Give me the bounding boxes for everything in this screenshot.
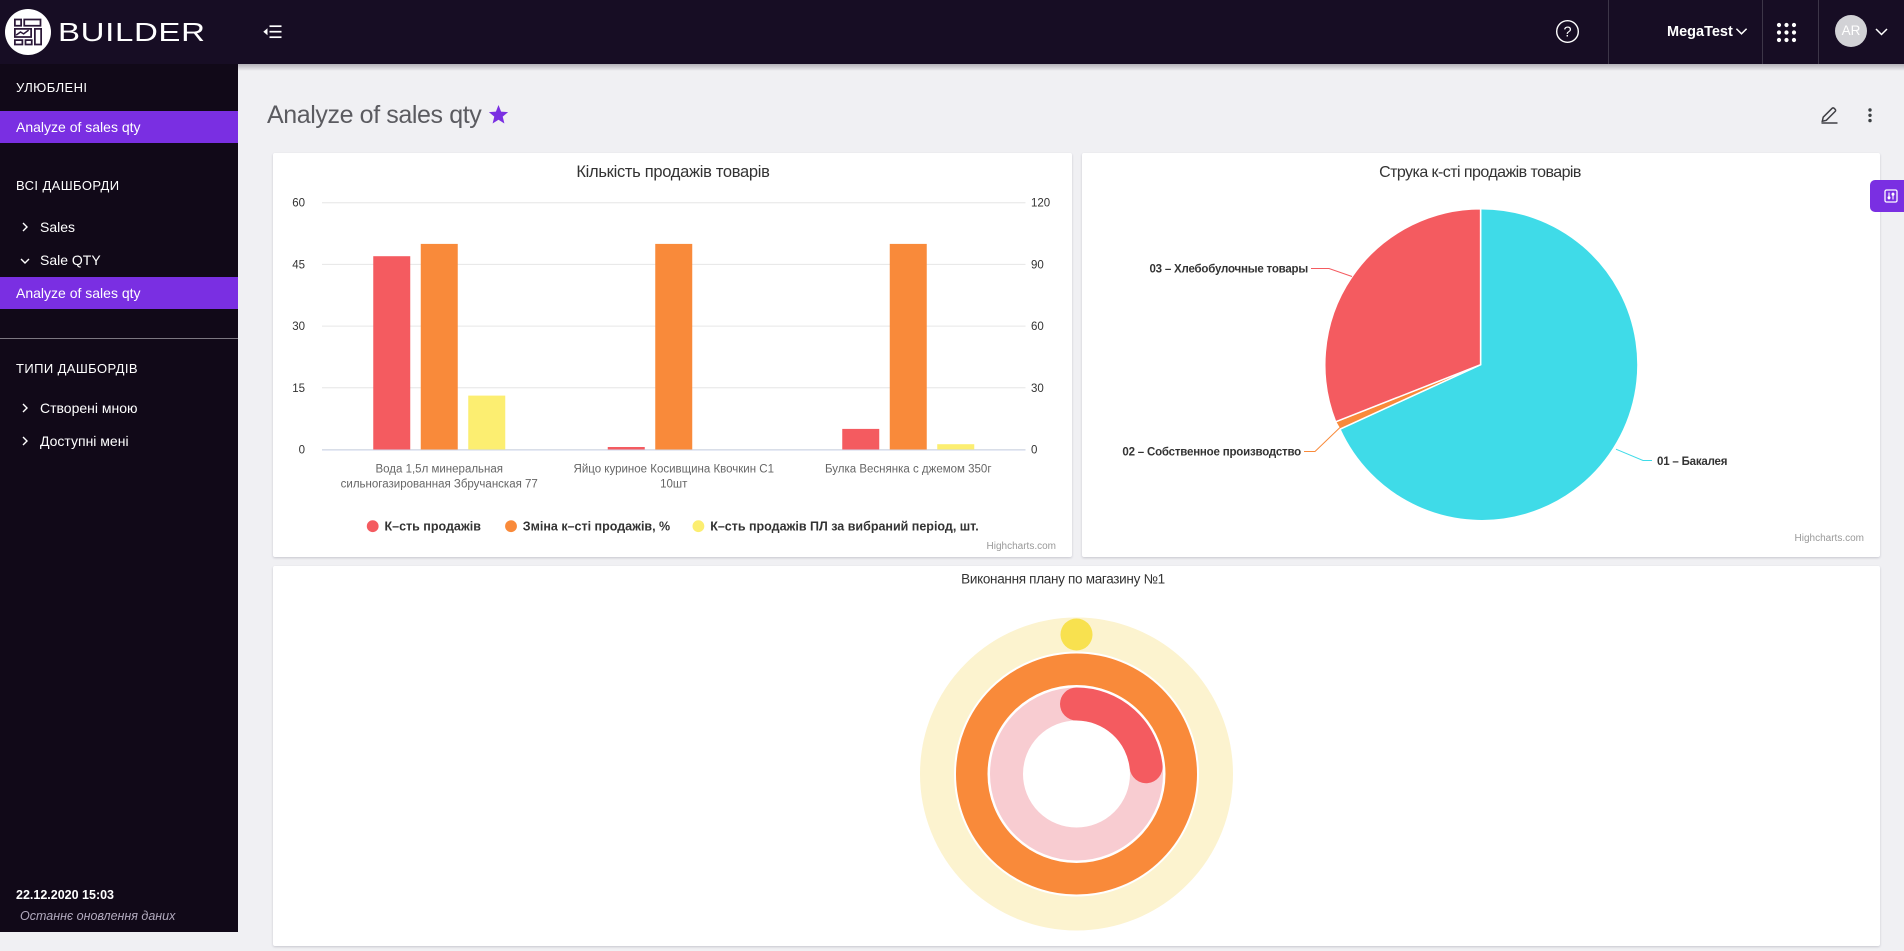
- svg-text:Вода 1,5л минеральная: Вода 1,5л минеральная: [375, 464, 503, 476]
- svg-text:90: 90: [1031, 259, 1044, 271]
- svg-text:К–сть продажів: К–сть продажів: [385, 520, 482, 534]
- svg-text:Зміна к–сті продажів, %: Зміна к–сті продажів, %: [523, 520, 670, 534]
- svg-text:30: 30: [292, 321, 305, 333]
- svg-text:30: 30: [1031, 383, 1044, 395]
- svg-text:Булка Веснянка с джемом 350г: Булка Веснянка с джемом 350г: [825, 464, 992, 476]
- svg-text:Виконання плану по магазину №1: Виконання плану по магазину №1: [961, 572, 1165, 587]
- svg-text:45: 45: [292, 259, 305, 271]
- svg-text:Highcharts.com: Highcharts.com: [1795, 533, 1864, 544]
- svg-text:03 – Хлебобулочные товары: 03 – Хлебобулочные товары: [1149, 264, 1308, 276]
- svg-text:60: 60: [1031, 321, 1044, 333]
- svg-text:К–сть продажів ПЛ за вибраний: К–сть продажів ПЛ за вибраний період, шт…: [710, 520, 979, 534]
- svg-text:Яйцо куриное Косивщина Квочкин: Яйцо куриное Косивщина Квочкин С1: [574, 464, 774, 476]
- svg-text:сильногазированная Збручанская: сильногазированная Збручанская 77: [341, 479, 538, 491]
- svg-text:0: 0: [1031, 445, 1037, 457]
- svg-text:Кількість продажів товарів: Кількість продажів товарів: [576, 163, 770, 181]
- svg-text:01 – Бакалея: 01 – Бакалея: [1657, 456, 1727, 468]
- svg-text:02 – Собственное производство: 02 – Собственное производство: [1122, 447, 1301, 459]
- svg-text:Струка к-сті продажів товарів: Струка к-сті продажів товарів: [1379, 164, 1581, 181]
- svg-text:0: 0: [299, 445, 305, 457]
- svg-text:15: 15: [292, 383, 305, 395]
- svg-text:?: ?: [1563, 25, 1571, 41]
- svg-text:Highcharts.com: Highcharts.com: [987, 541, 1056, 552]
- svg-text:60: 60: [292, 198, 305, 210]
- svg-text:120: 120: [1031, 198, 1050, 210]
- svg-text:10шт: 10шт: [660, 479, 688, 491]
